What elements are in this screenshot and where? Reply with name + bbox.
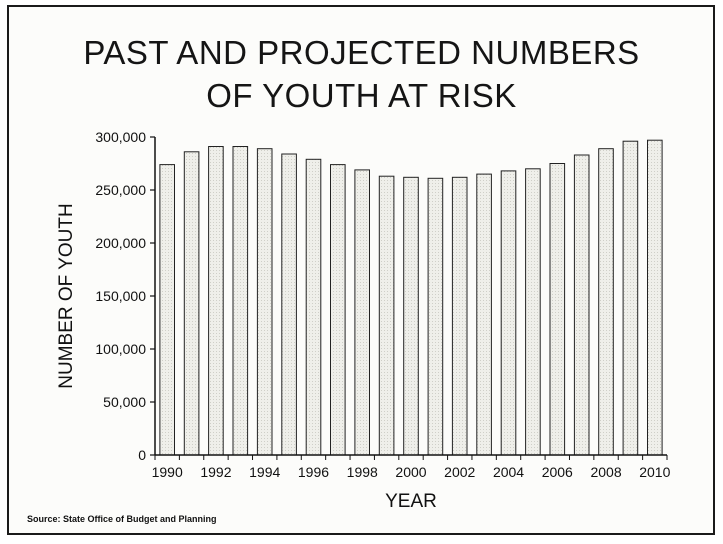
bar-1996 xyxy=(305,158,322,456)
bar-2004 xyxy=(500,170,517,456)
bar-1997 xyxy=(330,164,346,456)
x-tick-label: 2000 xyxy=(395,464,426,480)
bar-2009 xyxy=(622,140,639,456)
x-tick-label: 1996 xyxy=(298,464,329,480)
chart-title-line-1: PAST AND PROJECTED NUMBERS xyxy=(83,34,640,71)
bar-1999 xyxy=(378,175,395,456)
bar-1993 xyxy=(232,146,249,456)
bar-2006 xyxy=(549,163,566,456)
bar-2005 xyxy=(525,168,541,456)
bar-1990 xyxy=(159,164,175,456)
y-tick-label: 100,000 xyxy=(95,341,146,357)
bar-1994 xyxy=(256,148,273,456)
x-tick-label: 1992 xyxy=(200,464,231,480)
y-tick-label: 150,000 xyxy=(95,288,146,304)
y-tick-label: 50,000 xyxy=(103,394,146,410)
y-tick-label: 0 xyxy=(138,447,146,463)
x-tick-label: 2002 xyxy=(444,464,475,480)
source-note: Source: State Office of Budget and Plann… xyxy=(27,514,217,524)
bar-1991 xyxy=(183,151,200,456)
x-tick-label: 1994 xyxy=(249,464,280,480)
bar-2010 xyxy=(647,139,663,456)
bar-2000 xyxy=(403,176,419,456)
y-tick-label: 300,000 xyxy=(95,129,146,145)
x-tick-label: 2008 xyxy=(590,464,621,480)
x-tick-label: 1998 xyxy=(347,464,378,480)
bar-1992 xyxy=(208,146,224,456)
y-tick-label: 250,000 xyxy=(95,182,146,198)
chart-title-line-2: OF YOUTH AT RISK xyxy=(206,77,517,114)
bar-2008 xyxy=(598,148,614,456)
x-tick-label: 2006 xyxy=(542,464,573,480)
x-tick-label: 2010 xyxy=(639,464,670,480)
bar-1998 xyxy=(354,169,370,456)
bar-1995 xyxy=(281,153,297,456)
x-axis-title: YEAR xyxy=(385,491,437,512)
x-tick-label: 2004 xyxy=(493,464,524,480)
bar-2003 xyxy=(476,173,492,456)
bar-2001 xyxy=(427,177,444,456)
y-axis-title: NUMBER OF YOUTH xyxy=(56,203,77,388)
x-tick-label: 1990 xyxy=(152,464,183,480)
y-tick-label: 200,000 xyxy=(95,235,146,251)
bar-2002 xyxy=(451,176,468,456)
bar-2007 xyxy=(573,154,590,456)
